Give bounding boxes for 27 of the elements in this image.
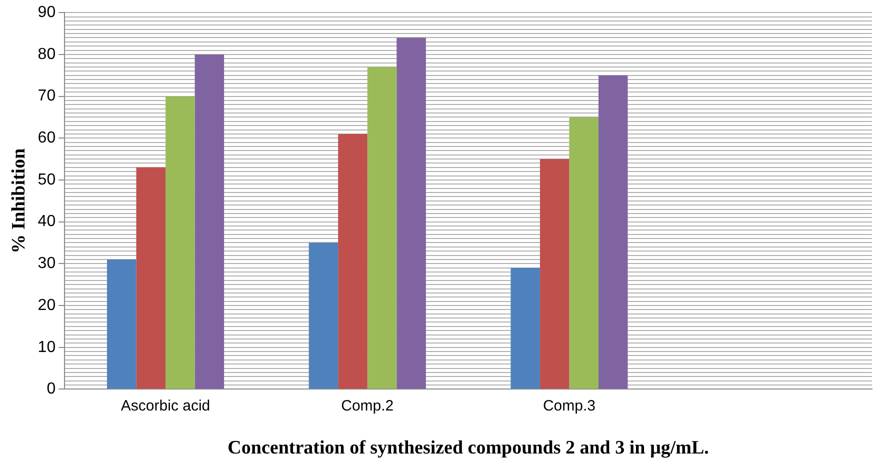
y-tick-label: 0 [46, 380, 56, 398]
x-tick-label: Ascorbic acid [120, 397, 210, 414]
x-tick-label: Comp.2 [341, 397, 394, 414]
y-tick-label: 10 [38, 338, 56, 356]
bar [308, 242, 338, 389]
bar [367, 67, 397, 389]
y-tick-label: 70 [38, 88, 56, 105]
bar [194, 54, 224, 389]
y-tick-label: 80 [38, 46, 56, 63]
bar [106, 259, 136, 389]
x-tick-label: Comp.3 [542, 397, 596, 414]
bar [396, 38, 426, 389]
y-tick-label: 40 [38, 213, 56, 230]
y-tick-label: 30 [38, 255, 56, 272]
bar [136, 167, 166, 389]
y-axis-title: % Inhibition [8, 148, 30, 254]
y-tick-label: 50 [38, 171, 56, 188]
bar [166, 96, 195, 389]
bar [540, 159, 570, 389]
bar [338, 134, 368, 389]
y-tick-label: 20 [38, 296, 56, 314]
bar [510, 268, 540, 389]
bar [569, 117, 598, 389]
bar [598, 75, 628, 389]
y-tick-label: 60 [38, 130, 56, 147]
x-axis-title: Concentration of synthesized compounds 2 and 3 in µg/mL. [228, 438, 709, 459]
y-tick-label: 90 [38, 4, 56, 22]
